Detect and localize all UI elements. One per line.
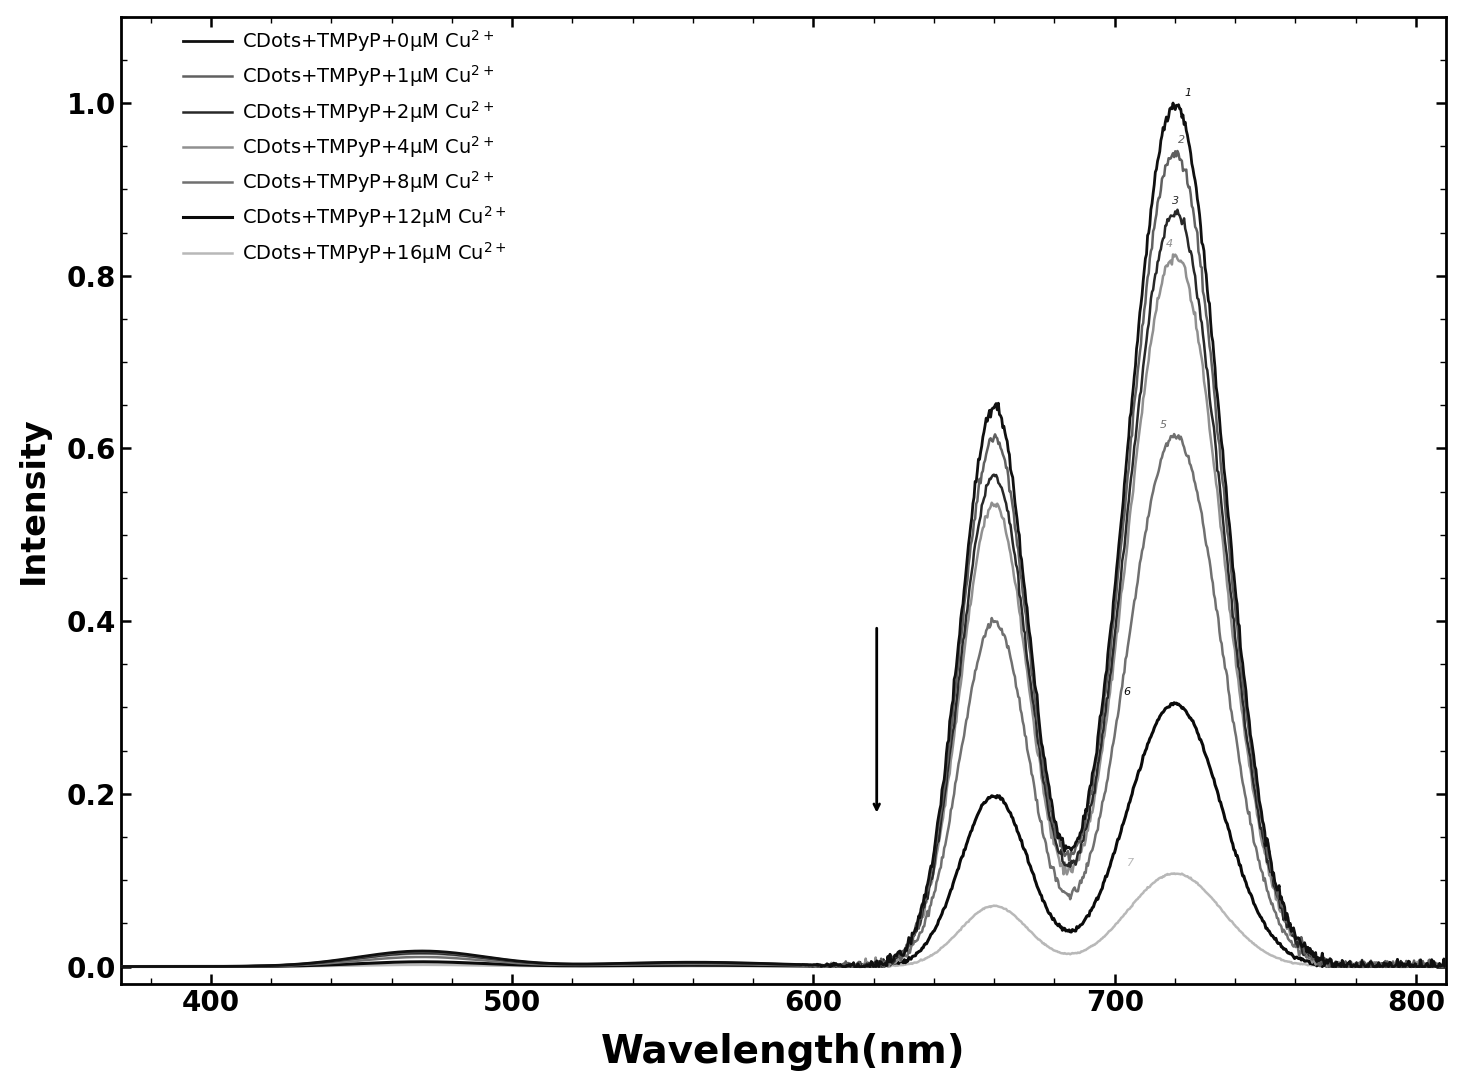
Text: 7: 7 — [1127, 858, 1133, 868]
Text: 4: 4 — [1165, 238, 1173, 249]
Legend: CDots+TMPyP+0μM Cu$^{2+}$, CDots+TMPyP+1μM Cu$^{2+}$, CDots+TMPyP+2μM Cu$^{2+}$,: CDots+TMPyP+0μM Cu$^{2+}$, CDots+TMPyP+1… — [183, 28, 506, 265]
Y-axis label: Intensity: Intensity — [16, 417, 50, 584]
Text: 5: 5 — [1160, 420, 1167, 430]
Text: 6: 6 — [1124, 687, 1130, 697]
X-axis label: Wavelength(nm): Wavelength(nm) — [601, 1034, 966, 1072]
Text: 1: 1 — [1185, 88, 1192, 98]
Text: 3: 3 — [1171, 196, 1179, 206]
Text: 2: 2 — [1179, 135, 1185, 145]
